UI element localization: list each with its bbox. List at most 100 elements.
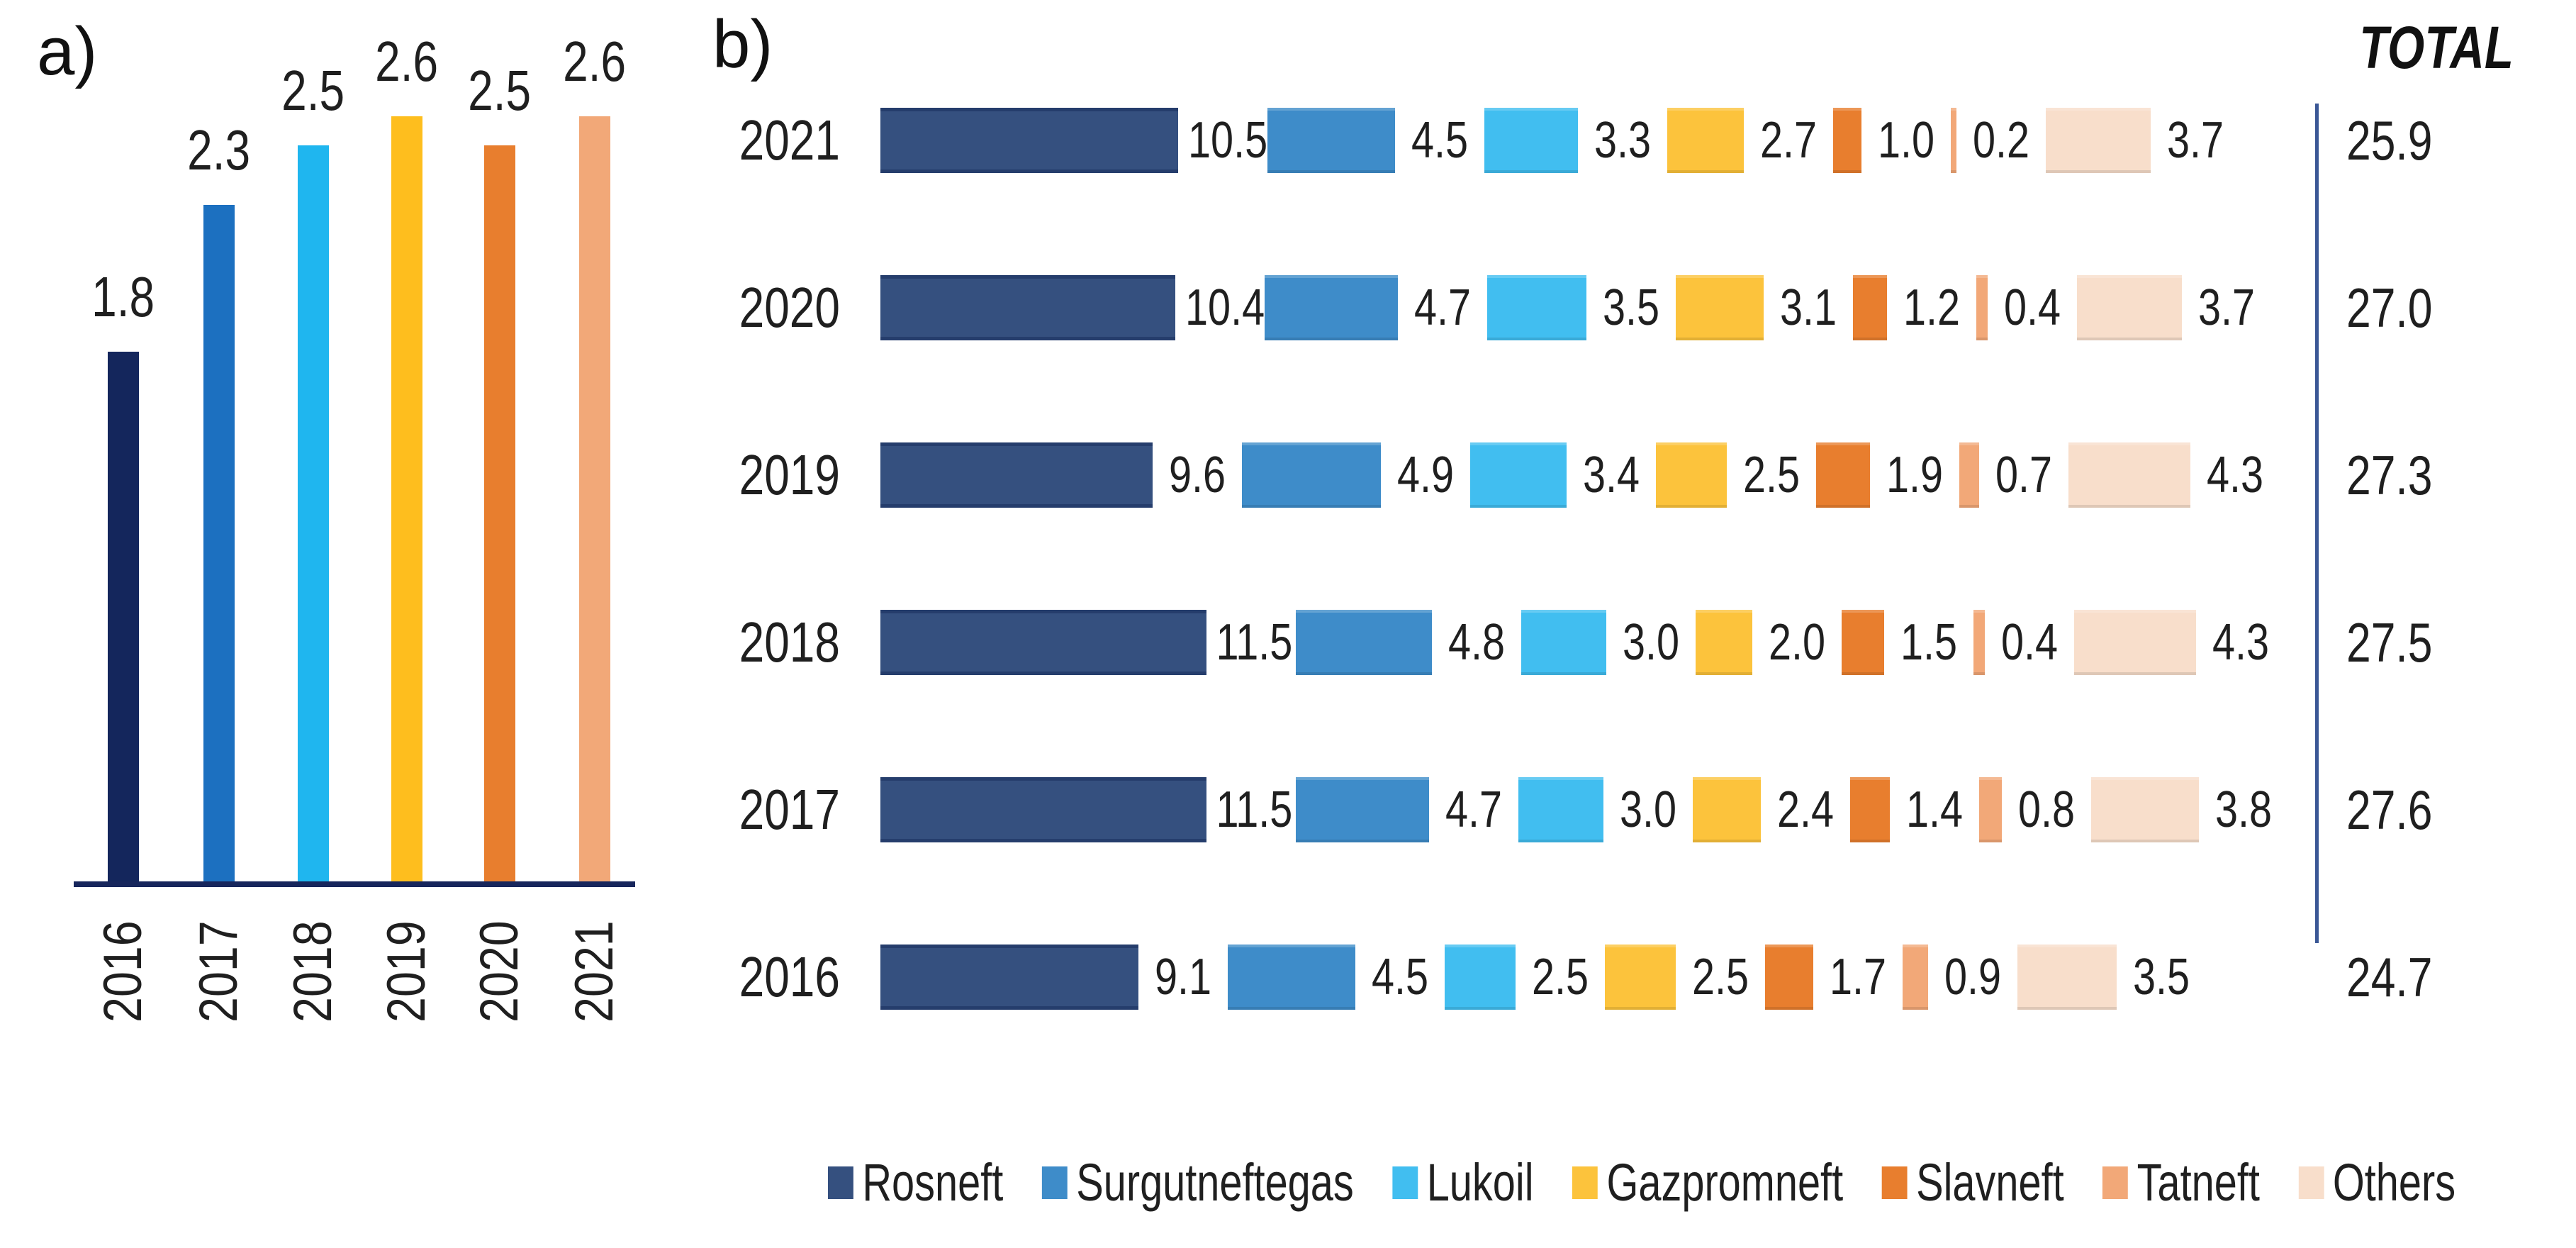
segment-value-text: 0.4 (2003, 279, 2061, 336)
segment-value-text: 3.5 (1602, 279, 1660, 336)
segment-value-text: 1.5 (1900, 614, 1958, 671)
segment-slavneft-2018 (1842, 610, 1884, 675)
segment-value-text: 11.5 (1216, 781, 1293, 838)
segment-value-text: 0.4 (2000, 614, 2059, 671)
segment-value-text: 1.0 (1877, 112, 1935, 169)
segment-value-label: 0.9 (1928, 945, 2017, 1010)
segment-tatneft-2017 (1979, 777, 2002, 842)
legend-label: Tatneft (2137, 1153, 2260, 1212)
segment-slavneft-2019 (1816, 442, 1870, 508)
legend-label: Others (2332, 1153, 2456, 1212)
panel-a-value-text: 2.5 (281, 59, 345, 122)
segment-value-label: 2.7 (1744, 108, 1833, 173)
segment-value-label: 1.9 (1870, 442, 1959, 508)
panel-a-value-text: 2.3 (187, 118, 251, 182)
segment-others-2016 (2017, 945, 2117, 1010)
segment-value-text: 2.7 (1759, 112, 1818, 169)
panel-a-value-label: 2.6 (531, 23, 659, 101)
panel-a-year-text: 2021 (564, 920, 625, 1023)
segment-value-text: 3.8 (2214, 781, 2273, 838)
legend-swatch-icon (1881, 1166, 1908, 1199)
segment-others-2020 (2077, 275, 2182, 340)
segment-value-label: 0.4 (1985, 610, 2074, 675)
segment-value-label: 4.8 (1432, 610, 1521, 675)
panel-b-year-label-2020: 2020 (673, 275, 840, 340)
segment-value-text: 1.2 (1903, 279, 1961, 336)
panel-a-bar-2021 (579, 116, 610, 881)
legend-swatch-icon (1041, 1166, 1068, 1199)
segment-value-text: 1.4 (1905, 781, 1964, 838)
segment-value-label: 11.5 (1206, 777, 1296, 842)
segment-rosneft-2016 (880, 945, 1138, 1010)
segment-value-label: 2.5 (1516, 945, 1605, 1010)
segment-value-text: 3.0 (1619, 781, 1677, 838)
segment-gazpromneft-2016 (1605, 945, 1676, 1010)
segment-value-text: 11.5 (1216, 614, 1293, 671)
panel-b-year-text: 2020 (739, 276, 840, 339)
segment-value-label: 2.5 (1676, 945, 1765, 1010)
segment-rosneft-2019 (880, 442, 1153, 508)
total-value-text: 27.3 (2346, 444, 2433, 506)
segment-slavneft-2016 (1765, 945, 1813, 1010)
panel-a-value-text: 2.6 (563, 30, 627, 93)
segment-surgutneftegas-2018 (1296, 610, 1432, 675)
segment-rosneft-2017 (880, 777, 1206, 842)
segment-value-label: 2.4 (1761, 777, 1850, 842)
legend-label: Lukoil (1426, 1153, 1534, 1212)
stacked-bar-row-2019: 9.6 4.9 3.4 2.5 1.9 0.7 4.3 (880, 442, 2280, 508)
panel-b-year-label-2021: 2021 (673, 108, 840, 173)
segment-value-label: 10.5 (1178, 108, 1267, 173)
segment-value-text: 1.9 (1886, 447, 1944, 503)
segment-surgutneftegas-2016 (1228, 945, 1355, 1010)
legend-item-others: Others (2298, 1150, 2455, 1215)
panel-a-year-label: 2021 (531, 902, 659, 1037)
panel-b-year-label-2018: 2018 (673, 610, 840, 675)
total-value-2017: 27.6 (2346, 777, 2573, 842)
total-header-text: TOTAL (2359, 14, 2514, 81)
total-value-text: 27.5 (2346, 611, 2433, 674)
segment-value-text: 2.4 (1776, 781, 1835, 838)
segment-value-label: 1.2 (1887, 275, 1976, 340)
panel-a-year-text: 2019 (376, 920, 437, 1023)
segment-value-label: 3.5 (1586, 275, 1676, 340)
segment-value-text: 10.5 (1188, 112, 1268, 169)
segment-value-label: 3.7 (2182, 275, 2271, 340)
segment-value-text: 3.7 (2166, 112, 2224, 169)
segment-value-label: 1.5 (1884, 610, 1973, 675)
panel-a-value-text: 2.6 (375, 30, 439, 93)
stacked-bar-row-2021: 10.5 4.5 3.3 2.7 1.0 0.2 3.7 (880, 108, 2240, 173)
legend-item-slavneft: Slavneft (1881, 1150, 2064, 1215)
total-value-2018: 27.5 (2346, 610, 2573, 675)
segment-value-label: 9.6 (1153, 442, 1242, 508)
legend-swatch-icon (1572, 1166, 1598, 1199)
segment-tatneft-2018 (1973, 610, 1985, 675)
segment-lukoil-2020 (1487, 275, 1586, 340)
segment-others-2019 (2068, 442, 2190, 508)
panel-b-year-text: 2021 (739, 108, 840, 172)
panel-b-year-label-2019: 2019 (673, 442, 840, 508)
stacked-bar-row-2016: 9.1 4.5 2.5 2.5 1.7 0.9 3.5 (880, 945, 2206, 1010)
segment-surgutneftegas-2017 (1296, 777, 1429, 842)
legend-swatch-icon (2102, 1166, 2129, 1199)
segment-value-text: 4.8 (1447, 614, 1506, 671)
total-value-2019: 27.3 (2346, 442, 2573, 508)
legend: Rosneft Surgutneftegas Lukoil Gazpromneft Sl… (828, 1150, 2455, 1215)
segment-tatneft-2021 (1951, 108, 1956, 173)
panel-a-bar-2019 (391, 116, 422, 881)
panel-a-label: a) (37, 13, 98, 89)
segment-value-label: 0.8 (2002, 777, 2091, 842)
panel-a-value-text: 2.5 (468, 59, 532, 122)
segment-value-text: 0.7 (1995, 447, 2053, 503)
segment-value-label: 4.7 (1429, 777, 1518, 842)
segment-slavneft-2021 (1833, 108, 1861, 173)
panel-a-value-label: 2.5 (250, 52, 377, 130)
segment-gazpromneft-2021 (1667, 108, 1744, 173)
panel-b-year-text: 2019 (739, 443, 840, 506)
panel-b-year-label-2017: 2017 (673, 777, 840, 842)
segment-surgutneftegas-2021 (1267, 108, 1395, 173)
segment-value-label: 3.5 (2117, 945, 2206, 1010)
segment-value-label: 4.5 (1355, 945, 1445, 1010)
segment-value-text: 3.1 (1779, 279, 1837, 336)
segment-surgutneftegas-2020 (1265, 275, 1398, 340)
segment-value-label: 4.3 (2196, 610, 2285, 675)
